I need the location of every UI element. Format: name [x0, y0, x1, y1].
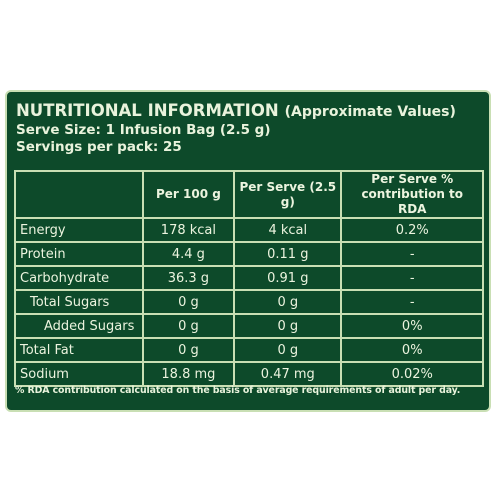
table-row: Sodium 18.8 mg 0.47 mg 0.02%: [14, 361, 484, 387]
row-rda: 0%: [340, 337, 484, 363]
servings-per-pack: Servings per pack: 25: [16, 139, 182, 155]
row-label: Total Sugars: [14, 289, 144, 315]
row-per-serve: 0 g: [233, 337, 343, 363]
row-label: Protein: [14, 241, 144, 267]
row-rda: -: [340, 265, 484, 291]
table-row: Total Sugars 0 g 0 g -: [14, 289, 484, 315]
row-per-100g: 0 g: [141, 313, 236, 339]
row-per-100g: 36.3 g: [141, 265, 236, 291]
table-row: Total Fat 0 g 0 g 0%: [14, 337, 484, 363]
header-per-100g: Per 100 g: [141, 170, 236, 219]
row-per-serve: 0.91 g: [233, 265, 343, 291]
row-per-100g: 0 g: [141, 289, 236, 315]
row-label: Total Fat: [14, 337, 144, 363]
title-line: NUTRITIONAL INFORMATION (Approximate Valu…: [16, 101, 456, 122]
row-per-serve: 4 kcal: [233, 217, 343, 243]
table-header-row: Per 100 g Per Serve (2.5 g) Per Serve % …: [14, 170, 484, 219]
nutrition-header: NUTRITIONAL INFORMATION (Approximate Valu…: [16, 101, 456, 156]
row-per-100g: 18.8 mg: [141, 361, 236, 387]
row-label: Sodium: [14, 361, 144, 387]
row-label: Carbohydrate: [14, 265, 144, 291]
row-per-serve: 0.11 g: [233, 241, 343, 267]
row-per-100g: 4.4 g: [141, 241, 236, 267]
nutrition-title: NUTRITIONAL INFORMATION: [16, 101, 279, 120]
row-rda: -: [340, 241, 484, 267]
table-row: Energy 178 kcal 4 kcal 0.2%: [14, 217, 484, 243]
row-rda: 0%: [340, 313, 484, 339]
row-rda: 0.02%: [340, 361, 484, 387]
nutrition-table: Per 100 g Per Serve (2.5 g) Per Serve % …: [14, 170, 484, 387]
row-rda: 0.2%: [340, 217, 484, 243]
row-per-serve: 0 g: [233, 289, 343, 315]
row-label: Added Sugars: [14, 313, 144, 339]
header-nutrient: [14, 170, 144, 219]
row-rda: -: [340, 289, 484, 315]
table-row: Carbohydrate 36.3 g 0.91 g -: [14, 265, 484, 291]
row-per-100g: 178 kcal: [141, 217, 236, 243]
row-per-serve: 0 g: [233, 313, 343, 339]
header-rda: Per Serve % contribution to RDA: [340, 170, 484, 219]
rda-footnote: % RDA contribution calculated on the bas…: [15, 385, 461, 396]
row-per-100g: 0 g: [141, 337, 236, 363]
header-per-serve: Per Serve (2.5 g): [233, 170, 343, 219]
table-row: Protein 4.4 g 0.11 g -: [14, 241, 484, 267]
nutrition-subtitle: (Approximate Values): [284, 104, 456, 120]
row-label: Energy: [14, 217, 144, 243]
table-row: Added Sugars 0 g 0 g 0%: [14, 313, 484, 339]
row-per-serve: 0.47 mg: [233, 361, 343, 387]
serve-size: Serve Size: 1 Infusion Bag (2.5 g): [16, 122, 271, 138]
